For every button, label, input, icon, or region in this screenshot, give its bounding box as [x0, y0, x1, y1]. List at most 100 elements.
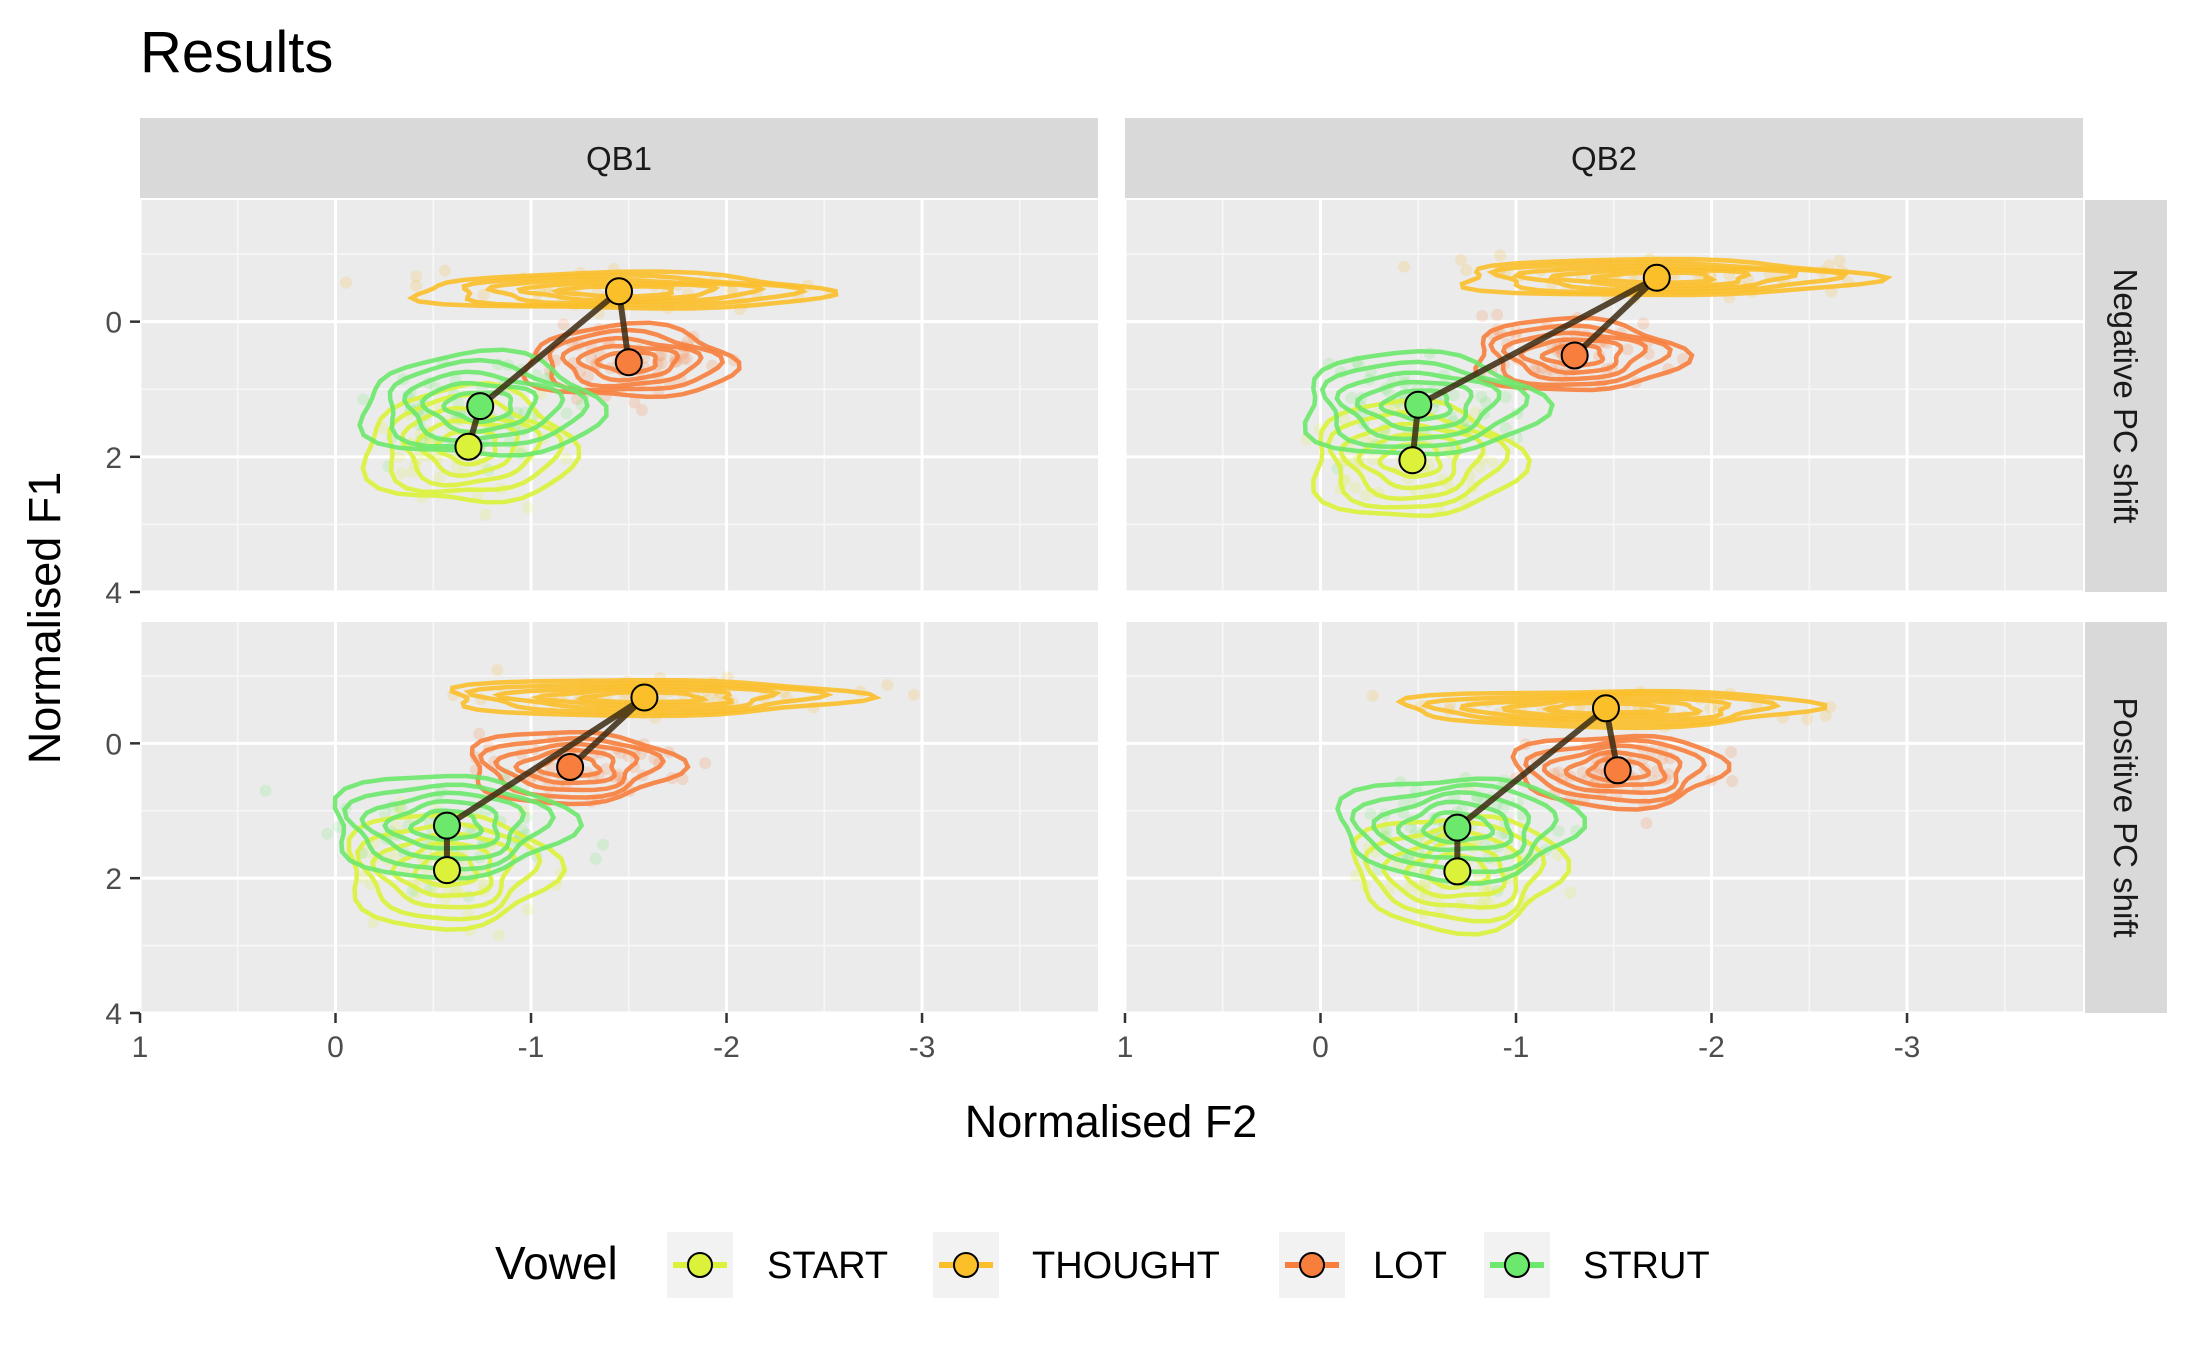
token-point-thought	[1455, 253, 1468, 266]
mean-path	[1409, 275, 1659, 461]
density-contour-start	[412, 851, 480, 888]
density-contour-strut	[332, 773, 585, 881]
mean-point-thought	[1591, 694, 1620, 723]
token-point-start	[521, 501, 534, 514]
x-tick-label: 1	[1117, 1031, 1134, 1064]
token-point-lot	[1724, 746, 1737, 759]
y-axis-title: Normalised F1	[19, 472, 70, 765]
density-contour-lot	[1539, 343, 1606, 368]
mean-point-lot	[614, 348, 643, 377]
token-point-start	[356, 871, 369, 884]
density-contour-lot	[560, 335, 704, 389]
legend-key-point	[1504, 1252, 1530, 1278]
token-point-strut	[259, 784, 272, 797]
chart-title: Results	[140, 20, 333, 85]
y-tick-label: 2	[105, 863, 122, 896]
panel-qb1-negative	[138, 200, 1098, 594]
legend-label: LOT	[1373, 1245, 1447, 1287]
panel-background	[1125, 622, 2083, 1013]
token-point-strut	[1475, 390, 1488, 403]
token-point-lot	[1640, 817, 1653, 830]
density-contour-thought	[1501, 697, 1704, 719]
token-point-thought	[477, 288, 490, 301]
column-strip	[1125, 118, 2083, 198]
density-contour-strut	[357, 347, 609, 458]
legend-key-point	[953, 1252, 979, 1278]
token-point-lot	[1476, 310, 1489, 323]
panel-qb1-positive	[138, 622, 1098, 1015]
density-contour-strut	[1378, 388, 1454, 422]
mean-point-lot	[556, 752, 585, 781]
token-point-thought	[339, 276, 352, 289]
token-point-lot	[582, 370, 595, 383]
row-strip-label: Negative PC shift	[2107, 269, 2144, 524]
density-contour-thought	[1541, 700, 1671, 716]
token-point-strut	[1499, 391, 1512, 404]
legend-label: THOUGHT	[1032, 1245, 1220, 1287]
token-point-start	[1349, 481, 1362, 494]
token-point-start	[393, 450, 406, 463]
x-tick-label: -1	[1503, 1031, 1530, 1064]
legend: Vowel START THOUGHT LOT STRUT	[495, 1232, 1710, 1298]
legend-label: START	[767, 1245, 888, 1287]
mean-point-thought	[630, 683, 659, 712]
panel-plot-area	[339, 262, 839, 521]
panel-plot-area	[1300, 249, 1893, 518]
y-tick-label: 0	[105, 307, 122, 340]
mean-point-thought	[1642, 263, 1671, 292]
density-contour-lot	[1563, 750, 1668, 789]
column-strip-label: QB1	[586, 140, 652, 177]
density-contour-start	[1338, 421, 1486, 502]
token-point-strut	[1447, 389, 1460, 402]
density-contour-strut	[1334, 370, 1502, 442]
legend-label: STRUT	[1583, 1245, 1710, 1287]
legend-key-point	[687, 1252, 713, 1278]
token-point-thought	[410, 279, 423, 292]
density-contour-thought	[461, 272, 808, 308]
token-point-lot	[1491, 308, 1504, 321]
density-contour-start	[1350, 814, 1572, 937]
panel-plot-area	[1335, 685, 1837, 937]
x-tick-label: -3	[909, 1031, 936, 1064]
token-point-thought	[491, 664, 504, 677]
density-contour-thought	[1590, 270, 1718, 286]
density-contour-start	[1381, 829, 1523, 910]
density-contour-strut	[359, 790, 527, 861]
density-contour-thought	[1547, 267, 1752, 289]
token-point-lot	[628, 396, 641, 409]
token-point-lot	[655, 357, 668, 370]
token-point-thought	[1366, 689, 1379, 702]
token-point-lot	[1576, 766, 1589, 779]
panel-qb2-negative	[1123, 200, 2083, 594]
token-point-strut	[589, 852, 602, 865]
y-tick-label: 0	[105, 728, 122, 761]
y-tick-label: 2	[105, 442, 122, 475]
token-point-strut	[1364, 808, 1377, 821]
legend-key-point	[1299, 1252, 1325, 1278]
token-point-thought	[1460, 264, 1473, 277]
mean-point-lot	[1603, 756, 1632, 785]
token-point-lot	[585, 352, 598, 365]
density-contour-thought	[1395, 688, 1828, 731]
row-strip-label: Positive PC shift	[2107, 697, 2144, 937]
token-point-start	[1478, 893, 1491, 906]
x-tick-label: 0	[327, 1031, 344, 1064]
token-point-start	[492, 929, 505, 942]
mean-path	[465, 285, 632, 448]
token-point-start	[395, 467, 408, 480]
token-point-strut	[379, 806, 392, 819]
token-point-start	[1469, 406, 1482, 419]
density-contour-lot	[1510, 733, 1732, 812]
density-contour-thought	[407, 269, 839, 311]
token-point-thought	[1833, 254, 1846, 267]
x-tick-label: 0	[1312, 1031, 1329, 1064]
legend-title: Vowel	[495, 1237, 618, 1289]
density-contour-lot	[477, 736, 667, 800]
density-contour-thought	[1420, 690, 1782, 727]
token-point-thought	[881, 678, 894, 691]
token-point-start	[1564, 886, 1577, 899]
density-contour-thought	[516, 280, 721, 303]
density-contour-thought	[1486, 260, 1850, 295]
token-point-thought	[907, 688, 920, 701]
